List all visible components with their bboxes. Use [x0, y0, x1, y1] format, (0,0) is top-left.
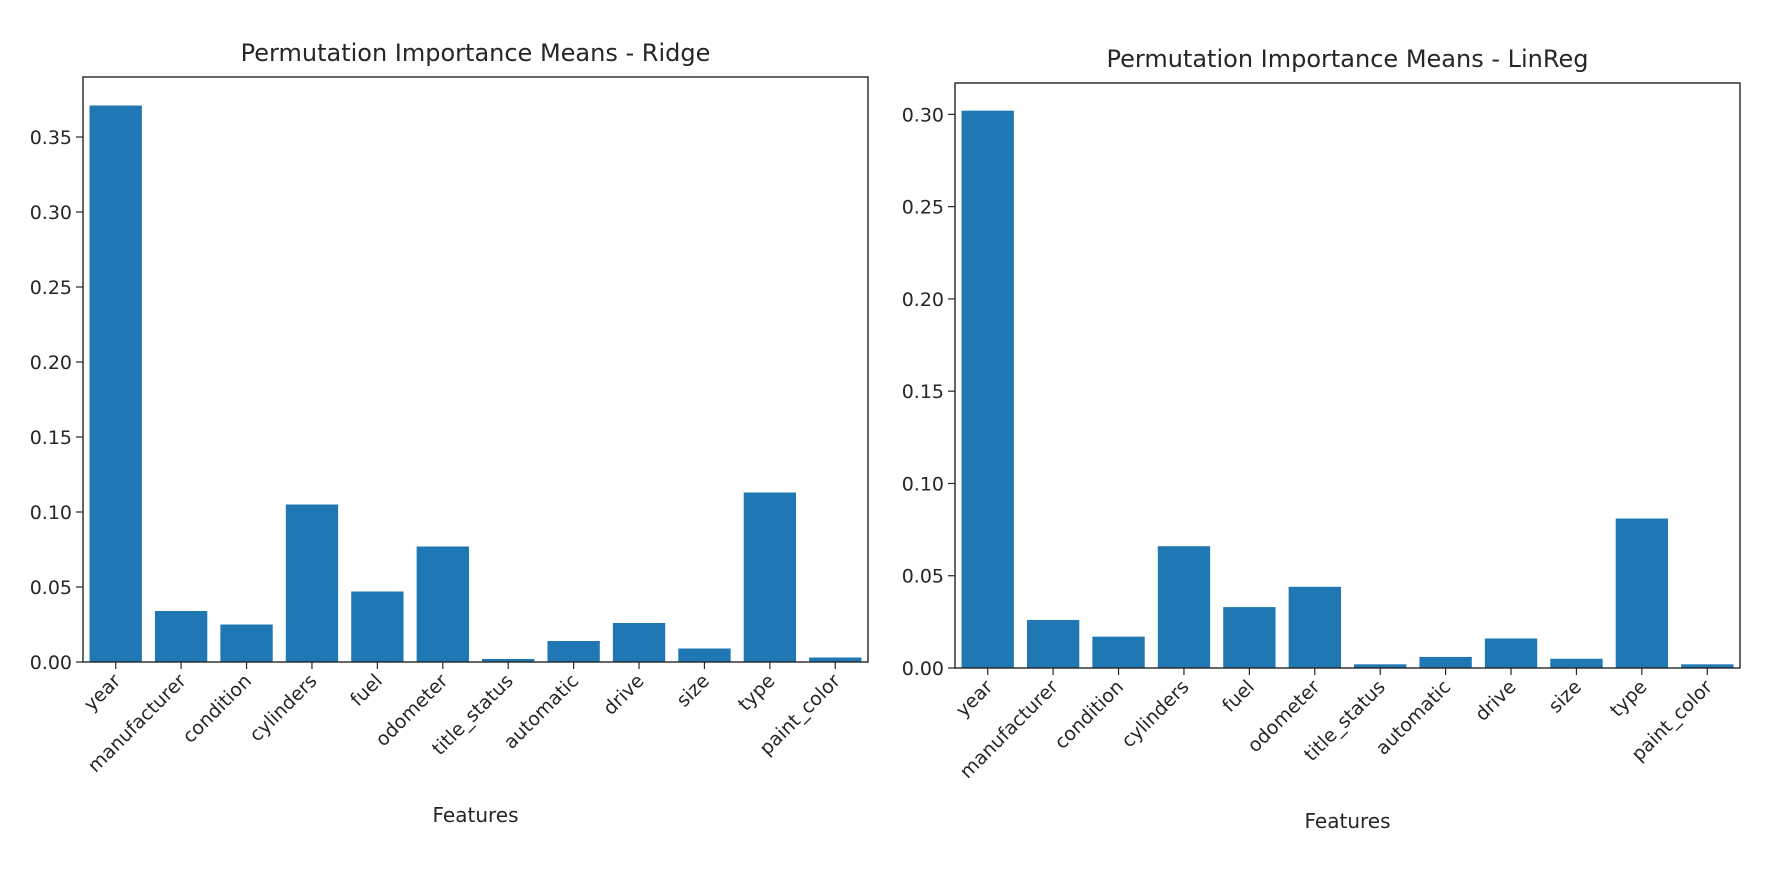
x-tick-label: drive	[599, 670, 649, 720]
y-tick-label: 0.30	[902, 104, 944, 126]
bar-drive	[1484, 638, 1538, 668]
y-tick-label: 0.20	[902, 289, 944, 311]
y-tick-label: 0.15	[30, 427, 72, 449]
bar-cylinders	[285, 504, 339, 662]
x-tick-label: cylinders	[1117, 676, 1193, 752]
y-tick-label: 0.25	[902, 197, 944, 219]
x-axis-label: Features	[1305, 809, 1391, 833]
bar-fuel	[351, 591, 404, 662]
bar-manufacturer	[154, 611, 208, 662]
x-tick-label: fuel	[346, 670, 387, 711]
x-tick-label: fuel	[1218, 676, 1259, 717]
bar-type	[743, 492, 797, 662]
y-tick-label: 0.05	[902, 566, 944, 588]
x-tick-label: condition	[178, 670, 256, 748]
y-tick-label: 0.20	[30, 352, 72, 374]
bar-title_status	[1354, 664, 1407, 668]
bar-condition	[220, 624, 273, 662]
x-tick-label: size	[1544, 676, 1586, 718]
x-tick-label: cylinders	[245, 670, 321, 746]
y-tick-label: 0.05	[30, 577, 72, 599]
x-tick-label: condition	[1050, 676, 1128, 754]
y-tick-label: 0.15	[902, 381, 944, 403]
y-tick-label: 0.10	[902, 473, 944, 495]
y-tick-label: 0.30	[30, 202, 72, 224]
plot-frame	[82, 76, 869, 663]
bar-year	[961, 110, 1014, 668]
bar-size	[678, 648, 731, 662]
y-tick-label: 0.00	[30, 652, 72, 674]
x-tick-label: year	[80, 670, 126, 716]
bar-automatic	[1419, 656, 1472, 668]
bar-manufacturer	[1026, 620, 1080, 668]
y-tick-label: 0.10	[30, 502, 72, 524]
bar-title_status	[482, 659, 535, 662]
bar-fuel	[1223, 607, 1276, 668]
bar-year	[89, 105, 142, 662]
bar-paint_color	[1681, 664, 1734, 668]
bar-type	[1615, 518, 1669, 668]
bar-cylinders	[1157, 546, 1211, 668]
x-tick-label: size	[672, 670, 714, 712]
y-tick-label: 0.35	[30, 127, 72, 149]
bar-odometer	[416, 546, 469, 662]
x-tick-label: drive	[1471, 676, 1521, 726]
chart-title: Permutation Importance Means - Ridge	[241, 39, 711, 67]
bar-drive	[612, 623, 666, 662]
y-tick-label: 0.00	[902, 658, 944, 680]
chart-panel-linreg: Permutation Importance Means - LinReg Fe…	[902, 45, 1741, 833]
bar-odometer	[1288, 586, 1341, 668]
bar-condition	[1092, 636, 1145, 668]
x-tick-label: year	[952, 676, 998, 722]
chart-panel-ridge: Permutation Importance Means - Ridge Fea…	[30, 39, 869, 827]
bar-automatic	[547, 641, 600, 662]
bar-paint_color	[809, 657, 862, 662]
bar-size	[1550, 658, 1603, 668]
x-axis-label: Features	[433, 803, 519, 827]
x-tick-label: type	[1606, 676, 1652, 722]
chart-title: Permutation Importance Means - LinReg	[1107, 45, 1589, 73]
x-tick-label: type	[734, 670, 780, 716]
plot-frame	[954, 82, 1741, 669]
y-tick-label: 0.25	[30, 277, 72, 299]
